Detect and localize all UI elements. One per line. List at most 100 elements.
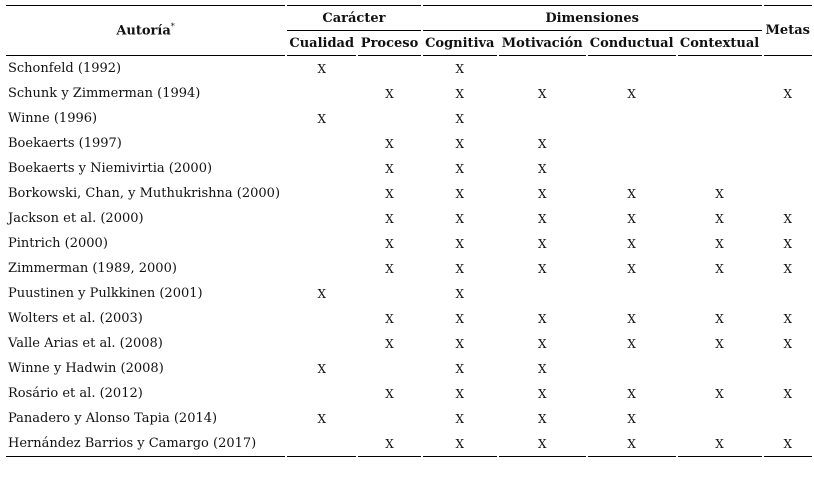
mark-cell (764, 131, 812, 156)
mark-cell: X (358, 431, 421, 457)
author-cell: Rosário et al. (2012) (8, 386, 143, 401)
mark-cell: X (783, 86, 793, 101)
mark-cell: X (455, 86, 465, 101)
table-row: Winne (1996) X X (6, 106, 812, 131)
mark-cell (287, 256, 356, 281)
mark-cell (287, 231, 356, 256)
mark-cell: X (455, 386, 465, 401)
mark-cell: X (537, 361, 547, 376)
group-header: Dimensiones (422, 5, 762, 31)
mark-cell (678, 406, 762, 431)
mark-cell (588, 156, 676, 181)
table-row: Boekaerts (1997) X X X (6, 131, 812, 156)
table-row: Hernández Barrios y Camargo (2017) X X X X X X (6, 431, 812, 457)
mark-cell: X (537, 261, 547, 276)
mark-cell: X (385, 336, 394, 351)
mark-cell: X (498, 431, 586, 457)
mark-cell: X (385, 186, 394, 201)
mark-cell: X (537, 236, 547, 251)
author-cell: Hernández Barrios y Camargo (2017) (6, 431, 286, 457)
mark-cell (764, 356, 812, 381)
table-row: Wolters et al. (2003) X X X X X X (6, 306, 812, 331)
mark-cell: X (385, 211, 394, 226)
group-header: Carácter (287, 5, 421, 31)
mark-cell: X (385, 136, 394, 151)
mark-cell (358, 406, 420, 431)
mark-cell (588, 131, 676, 156)
table-row: Jackson et al. (2000) X X X X X X (6, 206, 812, 231)
mark-cell (764, 181, 812, 206)
mark-cell: X (537, 311, 547, 326)
author-cell: Boekaerts y Niemivirtia (2000) (8, 161, 213, 176)
mark-cell: X (715, 311, 724, 326)
table-row: Puustinen y Pulkkinen (2001) X X (6, 281, 812, 306)
mark-cell: X (317, 286, 326, 301)
mark-cell (678, 156, 762, 181)
mark-cell: X (317, 61, 326, 76)
mark-cell (588, 281, 676, 306)
footnote-mark: * (170, 22, 175, 32)
mark-cell: X (455, 186, 465, 201)
mark-cell: X (455, 261, 465, 276)
mark-cell (287, 206, 356, 231)
mark-cell: X (385, 386, 394, 401)
mark-cell: X (317, 111, 326, 126)
mark-cell: X (455, 61, 465, 76)
mark-cell: X (537, 211, 547, 226)
mark-cell: X (715, 261, 724, 276)
mark-cell (287, 381, 356, 406)
mark-cell: X (715, 336, 724, 351)
mark-cell: X (715, 186, 724, 201)
mark-cell: X (455, 311, 465, 326)
mark-cell (287, 156, 356, 181)
mark-cell (358, 356, 420, 381)
mark-cell (678, 81, 762, 106)
column-header: Cognitiva (422, 31, 497, 56)
mark-cell (764, 281, 812, 306)
mark-cell: X (627, 211, 636, 226)
author-cell: Winne y Hadwin (2008) (8, 361, 164, 376)
author-cell: Boekaerts (1997) (8, 136, 122, 151)
mark-cell: X (537, 136, 547, 151)
mark-cell (287, 431, 357, 457)
mark-cell: X (763, 431, 812, 457)
mark-cell (499, 106, 586, 131)
mark-cell: X (385, 236, 394, 251)
mark-cell (764, 156, 812, 181)
author-cell: Puustinen y Pulkkinen (2001) (8, 286, 203, 301)
table-row: Pintrich (2000) X X X X X X (6, 231, 812, 256)
mark-cell: X (455, 411, 465, 426)
author-cell: Schonfeld (1992) (8, 61, 122, 76)
table-row: Rosário et al. (2012) X X X X X X (6, 381, 812, 406)
mark-cell (499, 281, 586, 306)
author-cell: Schunk y Zimmerman (1994) (8, 86, 201, 101)
mark-cell (588, 106, 676, 131)
author-cell: Zimmerman (1989, 2000) (8, 261, 177, 276)
mark-cell: X (627, 236, 636, 251)
mark-cell: X (317, 361, 326, 376)
mark-cell: X (783, 386, 793, 401)
mark-cell: X (385, 161, 394, 176)
mark-cell (287, 306, 356, 331)
mark-cell: X (627, 311, 636, 326)
mark-cell: X (455, 211, 465, 226)
mark-cell: X (627, 186, 636, 201)
mark-cell: X (783, 211, 793, 226)
table-row: Schonfeld (1992) X X (6, 56, 812, 81)
mark-cell: X (627, 336, 636, 351)
mark-cell: X (537, 386, 547, 401)
mark-cell (287, 181, 356, 206)
author-cell: Wolters et al. (2003) (8, 311, 143, 326)
column-header: Conductual (587, 31, 676, 56)
mark-cell (287, 81, 356, 106)
author-cell: Valle Arias et al. (2008) (8, 336, 163, 351)
mark-cell: X (537, 336, 547, 351)
mark-cell: X (627, 261, 636, 276)
mark-cell (678, 281, 762, 306)
column-header: Cualidad (287, 31, 357, 56)
mark-cell: X (715, 236, 724, 251)
mark-cell (764, 56, 812, 81)
column-header: Motivación (498, 31, 586, 56)
mark-cell (287, 131, 356, 156)
